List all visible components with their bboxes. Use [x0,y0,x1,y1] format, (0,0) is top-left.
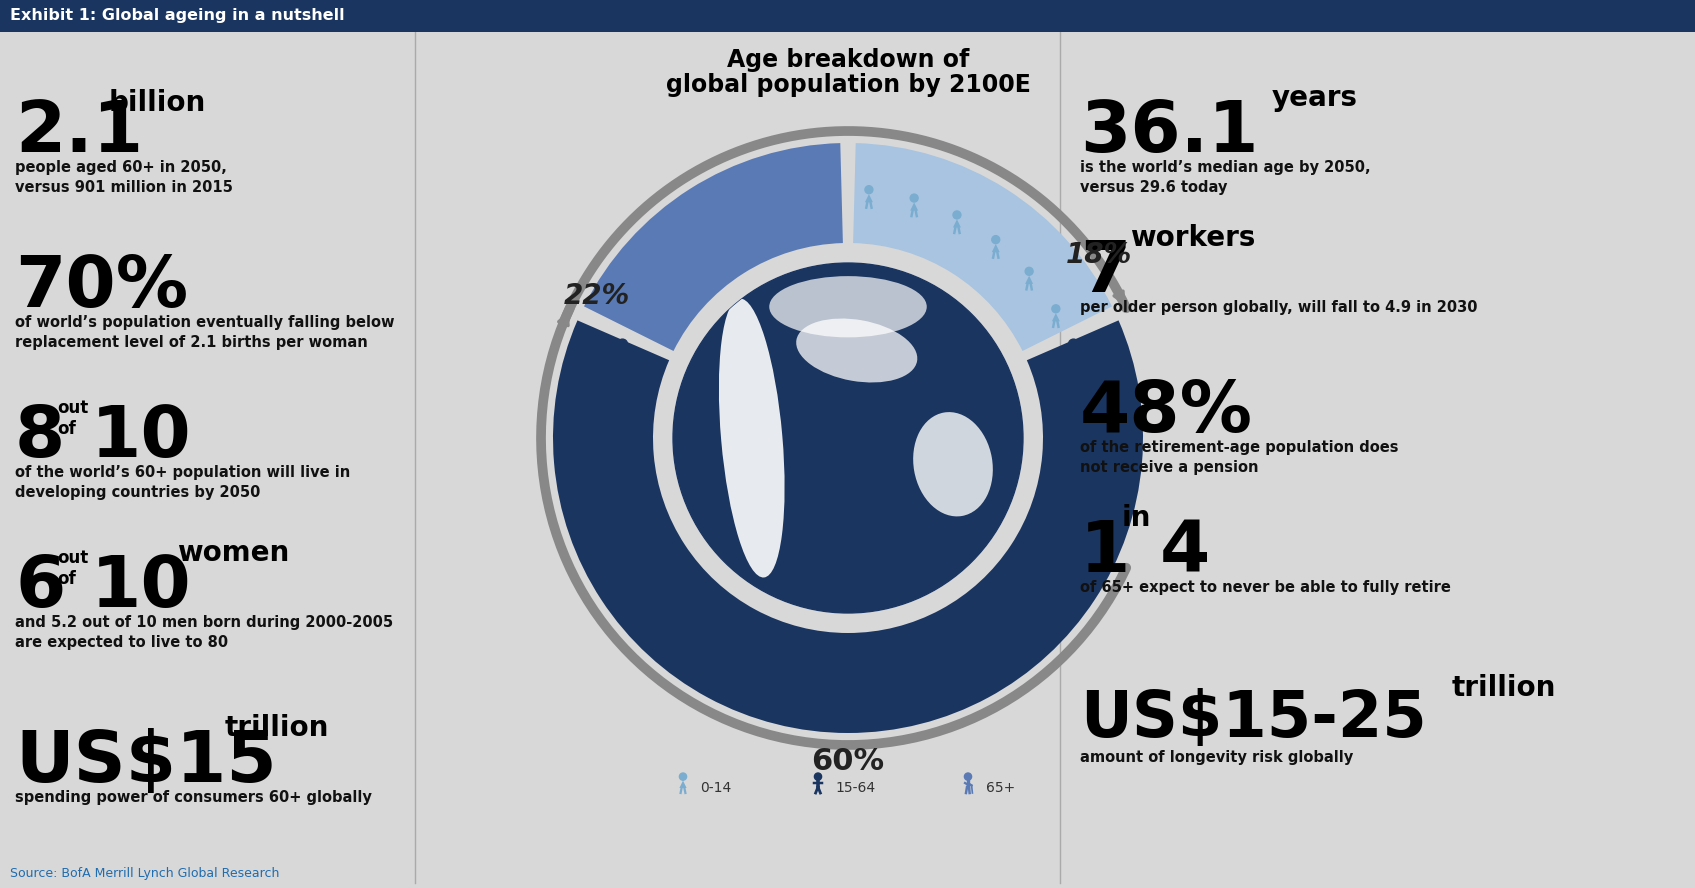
Circle shape [1081,446,1092,456]
Text: and 5.2 out of 10 men born during 2000-2005
are expected to live to 80: and 5.2 out of 10 men born during 2000-2… [15,615,393,650]
Circle shape [617,339,627,349]
Text: 48%: 48% [1080,378,1253,447]
Text: 15-64: 15-64 [836,781,875,795]
Ellipse shape [914,412,993,517]
Text: in: in [1122,504,1151,532]
Circle shape [673,263,1024,613]
Text: women: women [176,539,290,567]
Text: global population by 2100E: global population by 2100E [666,73,1031,97]
Circle shape [636,304,644,313]
Circle shape [870,660,880,670]
Polygon shape [992,244,1000,252]
Circle shape [1070,499,1080,509]
Text: per older person globally, will fall to 4.9 in 2030: per older person globally, will fall to … [1080,300,1478,315]
Polygon shape [1025,275,1032,284]
Ellipse shape [797,319,917,383]
Polygon shape [910,202,919,210]
Text: 8: 8 [15,403,64,472]
Text: 70%: 70% [15,253,188,322]
Text: US$15: US$15 [15,728,276,797]
Wedge shape [553,321,1142,733]
Circle shape [1048,548,1058,558]
Circle shape [1014,590,1024,600]
Circle shape [922,647,932,658]
Wedge shape [585,143,842,351]
Text: out
of: out of [58,399,88,438]
Text: Source: BofA Merrill Lynch Global Research: Source: BofA Merrill Lynch Global Resear… [10,867,280,880]
Text: of world’s population eventually falling below
replacement level of 2.1 births p: of world’s population eventually falling… [15,315,395,350]
Text: 22%: 22% [564,282,631,311]
Text: of 65+ expect to never be able to fully retire: of 65+ expect to never be able to fully … [1080,580,1451,595]
Circle shape [673,263,1024,613]
FancyBboxPatch shape [0,0,1695,32]
Text: 0-14: 0-14 [700,781,731,795]
Circle shape [815,660,825,670]
Circle shape [814,773,822,781]
Polygon shape [864,194,873,202]
Text: 2.1: 2.1 [15,98,142,167]
Text: 6: 6 [15,553,64,622]
Text: billion: billion [108,89,205,116]
Polygon shape [1053,313,1059,321]
Polygon shape [680,781,686,788]
Text: people aged 60+ in 2050,
versus 901 million in 2015: people aged 60+ in 2050, versus 901 mill… [15,160,232,194]
Wedge shape [853,143,1112,351]
Circle shape [819,185,827,194]
Text: 36.1: 36.1 [1080,98,1258,167]
Circle shape [864,186,873,194]
Circle shape [1025,267,1032,275]
Text: US$15-25: US$15-25 [1080,688,1427,750]
Circle shape [680,773,686,781]
Circle shape [663,266,671,275]
Circle shape [763,647,773,658]
Circle shape [603,446,614,456]
Ellipse shape [770,276,927,337]
Circle shape [605,392,615,401]
Circle shape [992,235,1000,243]
Circle shape [673,590,683,600]
Circle shape [1081,392,1092,401]
Ellipse shape [719,298,785,577]
Circle shape [615,499,625,509]
Text: 10: 10 [92,553,192,622]
Text: is the world’s median age by 2050,
versus 29.6 today: is the world’s median age by 2050, versu… [1080,160,1371,194]
Text: 60%: 60% [812,747,885,775]
Text: 65+: 65+ [986,781,1015,795]
Text: Exhibit 1: Global ageing in a nutshell: Exhibit 1: Global ageing in a nutshell [10,9,344,23]
Text: 4: 4 [1159,518,1210,587]
Circle shape [1053,305,1059,313]
Text: 18%: 18% [1066,242,1132,269]
Circle shape [910,194,919,202]
Circle shape [1068,339,1078,349]
Circle shape [971,624,981,634]
Text: 7: 7 [1080,238,1131,307]
Circle shape [953,211,961,218]
Circle shape [639,548,649,558]
Polygon shape [953,219,961,227]
Text: spending power of consumers 60+ globally: spending power of consumers 60+ globally [15,790,371,805]
Text: trillion: trillion [1453,674,1556,702]
Text: of the retirement-age population does
not receive a pension: of the retirement-age population does no… [1080,440,1398,475]
Text: trillion: trillion [225,714,329,742]
Text: years: years [1271,84,1358,112]
Circle shape [964,773,971,781]
Circle shape [695,235,703,244]
Text: workers: workers [1131,224,1256,252]
Text: 10: 10 [92,403,192,472]
Text: out
of: out of [58,549,88,588]
Circle shape [775,194,783,202]
Circle shape [732,211,741,219]
Text: of the world’s 60+ population will live in
developing countries by 2050: of the world’s 60+ population will live … [15,465,351,500]
Circle shape [715,624,724,634]
Text: amount of longevity risk globally: amount of longevity risk globally [1080,750,1353,765]
Text: 1: 1 [1080,518,1131,587]
Text: Age breakdown of: Age breakdown of [727,48,970,72]
